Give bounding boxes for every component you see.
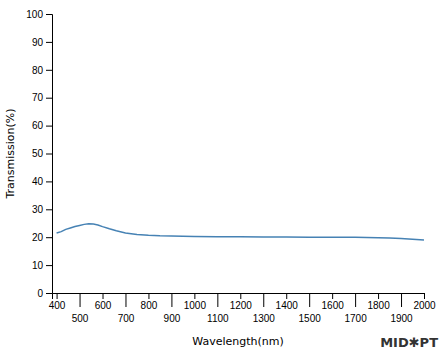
x-tick-label: 800 <box>141 300 158 311</box>
y-tick-mark <box>46 237 52 238</box>
y-tick-mark <box>46 14 52 15</box>
x-tick: 1100 <box>207 293 229 324</box>
y-tick: 20 <box>32 232 52 243</box>
x-tick-mark <box>401 293 402 307</box>
x-tick-mark <box>286 293 287 299</box>
x-tick-mark <box>355 293 356 307</box>
x-tick: 600 <box>95 293 112 311</box>
x-tick: 500 <box>72 293 89 324</box>
y-axis-title: Transmission(%) <box>4 108 17 199</box>
y-tick: 60 <box>32 120 52 131</box>
x-tick: 1700 <box>344 293 367 324</box>
y-axis: 0 10 20 30 40 50 60 70 80 90 100 <box>26 9 52 299</box>
x-tick-mark <box>103 293 104 299</box>
y-tick-label: 50 <box>32 148 44 159</box>
marks <box>57 224 424 240</box>
plot: 4005006007008009001000110012001300140015… <box>26 9 436 324</box>
y-tick-mark <box>46 98 52 99</box>
y-tick-label: 90 <box>32 37 44 48</box>
x-tick-mark <box>148 293 149 299</box>
y-tick-mark <box>46 154 52 155</box>
x-tick-mark <box>217 293 218 307</box>
x-axis-title: Wavelength(nm) <box>192 335 284 348</box>
y-tick-label: 80 <box>32 65 44 76</box>
x-tick: 2000 <box>413 293 436 311</box>
x-tick-label: 1400 <box>276 300 299 311</box>
x-axis: 400 500 600 700 800 9001000110012001300140015… <box>49 293 436 324</box>
y-tick: 40 <box>32 176 52 187</box>
y-tick-mark <box>46 70 52 71</box>
y-tick-label: 70 <box>32 92 44 103</box>
x-tick: 1000 <box>184 293 207 311</box>
x-tick: 400 <box>49 293 66 311</box>
x-tick-label: 1600 <box>322 300 345 311</box>
y-tick-label: 60 <box>32 120 44 131</box>
x-tick-label: 1900 <box>390 313 413 324</box>
x-tick: 1400 <box>276 293 299 311</box>
y-tick: 80 <box>32 65 52 76</box>
y-tick-label: 0 <box>37 288 43 299</box>
x-tick-mark <box>378 293 379 299</box>
y-tick: 90 <box>32 37 52 48</box>
x-tick-mark <box>80 293 81 307</box>
y-tick-mark <box>46 42 52 43</box>
x-tick-label: 1000 <box>184 300 207 311</box>
y-tick-mark <box>46 265 52 266</box>
x-tick: 1200 <box>230 293 253 311</box>
y-tick-mark <box>46 126 52 127</box>
x-tick-label: 700 <box>118 313 135 324</box>
y-tick-label: 30 <box>32 204 44 215</box>
x-tick-label: 900 <box>164 313 181 324</box>
y-tick: 70 <box>32 92 52 103</box>
x-tick-mark <box>57 293 58 299</box>
x-tick-label: 1700 <box>344 313 367 324</box>
x-tick: 800 <box>141 293 158 311</box>
x-axis-line <box>53 294 425 300</box>
y-tick-label: 40 <box>32 176 44 187</box>
y-tick-mark <box>46 209 52 210</box>
x-tick: 700 <box>118 293 135 324</box>
y-tick-label: 10 <box>32 260 44 271</box>
x-tick-label: 2000 <box>413 300 436 311</box>
y-tick-mark <box>46 293 52 294</box>
transmission-line <box>57 224 424 240</box>
x-tick-mark <box>263 293 264 307</box>
x-tick-label: 1300 <box>253 313 276 324</box>
x-tick-label: 1500 <box>299 313 322 324</box>
x-tick: 1900 <box>390 293 413 324</box>
y-tick: 30 <box>32 204 52 215</box>
annotation: MID✱PT <box>380 335 438 350</box>
x-tick-label: 400 <box>49 300 66 311</box>
x-tick-mark <box>309 293 310 307</box>
x-tick: 1500 <box>299 293 322 324</box>
y-tick: 0 <box>37 288 52 299</box>
x-tick-label: 500 <box>72 313 89 324</box>
x-tick-label: 1200 <box>230 300 253 311</box>
y-axis-line <box>46 15 53 294</box>
x-tick-mark <box>125 293 126 307</box>
x-tick: 1800 <box>367 293 390 311</box>
x-tick-label: 1800 <box>367 300 390 311</box>
x-tick: 1600 <box>322 293 345 311</box>
x-tick: 1300 <box>253 293 276 324</box>
y-tick-label: 100 <box>26 9 43 20</box>
x-tick: 900 <box>164 293 181 324</box>
x-tick-mark <box>171 293 172 307</box>
chart: 4005006007008009001000110012001300140015… <box>0 0 446 355</box>
y-tick: 10 <box>32 260 52 271</box>
x-tick-label: 1100 <box>207 313 229 324</box>
x-tick-label: 600 <box>95 300 112 311</box>
y-tick-mark <box>46 181 52 182</box>
y-tick: 50 <box>32 148 52 159</box>
x-tick-mark <box>240 293 241 299</box>
x-tick-mark <box>332 293 333 299</box>
y-tick-label: 20 <box>32 232 44 243</box>
y-tick: 100 <box>26 9 52 20</box>
x-tick-mark <box>194 293 195 299</box>
x-tick-mark <box>424 293 425 299</box>
